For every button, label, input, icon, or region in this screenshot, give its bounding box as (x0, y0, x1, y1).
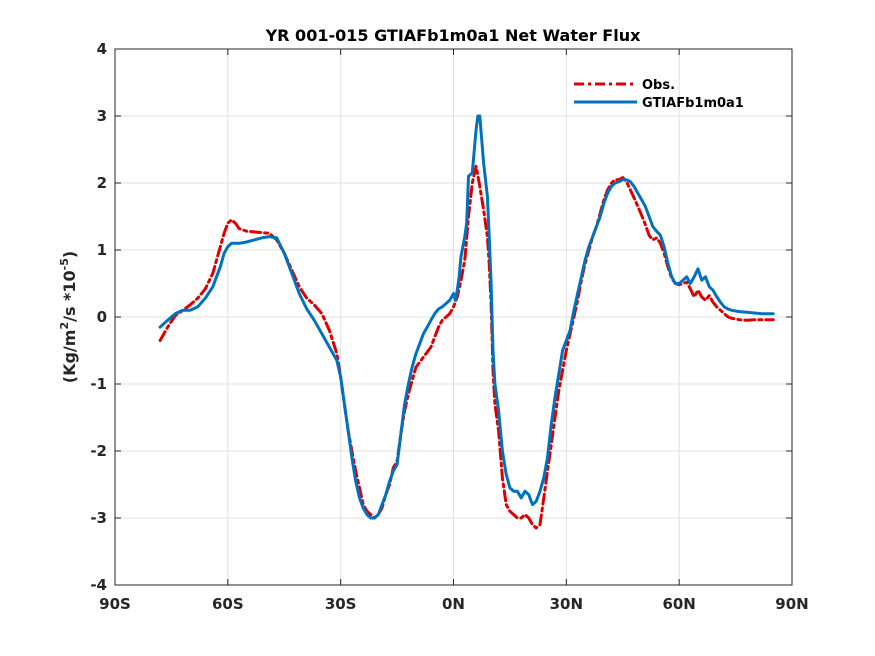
x-tick-label: 30N (550, 595, 583, 613)
x-tick-label: 60S (212, 595, 244, 613)
x-tick-label: 90N (775, 595, 808, 613)
legend-label-gtiaf: GTIAFb1m0a1 (642, 96, 744, 111)
y-tick-label: 0 (97, 308, 107, 326)
x-tick-label: 30S (325, 595, 357, 613)
y-axis-label-base: (Kg/m (60, 330, 79, 384)
y-tick-label: 1 (97, 241, 107, 259)
legend: Obs. GTIAFb1m0a1 (574, 78, 744, 111)
x-tick-label: 90S (99, 595, 131, 613)
y-tick-label: 4 (97, 40, 107, 58)
y-tick-label: -1 (90, 375, 107, 393)
y-tick-label: -3 (90, 509, 107, 527)
series-layer (158, 114, 775, 530)
x-tick-label: 60N (662, 595, 695, 613)
chart-title: YR 001-015 GTIAFb1m0a1 Net Water Flux (265, 26, 642, 45)
y-axis-label-sup2: -5 (58, 258, 71, 270)
x-tick-label: 0N (442, 595, 465, 613)
series-line-gtiafb1m0a1 (158, 114, 775, 520)
y-axis-label: (Kg/m2/s *10-5) (58, 251, 79, 383)
y-axis-label-mid: /s *10 (60, 270, 79, 322)
y-axis-label-sup1: 2 (58, 322, 71, 330)
y-tick-label: 2 (97, 174, 107, 192)
y-tick-label: -4 (90, 576, 107, 594)
ticks: 90S 60S 30S 0N 30N 60N 90N -4 -3 -2 -1 0 1 2 3 4 (90, 40, 808, 613)
grid (115, 49, 792, 585)
legend-label-obs: Obs. (642, 78, 675, 93)
y-tick-label: 3 (97, 107, 107, 125)
y-axis-label-end: ) (60, 251, 79, 258)
y-tick-label: -2 (90, 442, 107, 460)
